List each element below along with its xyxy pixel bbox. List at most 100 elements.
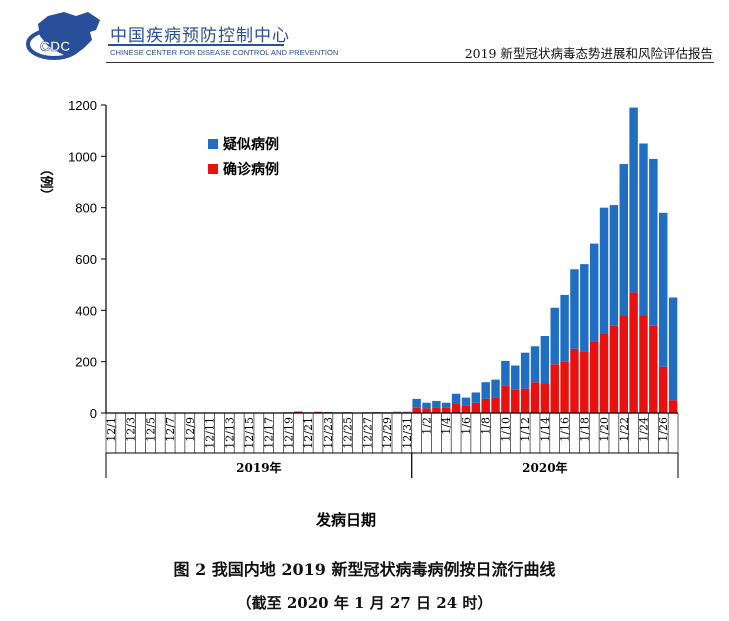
page-header: CDC 中国疾病预防控制中心 CHINESE CENTER FOR DISEAS… [0,0,729,64]
year-label-1: 2020年 [522,460,567,475]
bar-confirmed-1-3 [432,407,441,413]
bar-suspected-1-1 [412,398,421,408]
bar-confirmed-1-10 [501,385,510,413]
x-tick-label-1-20: 1/20 [598,417,611,442]
bar-suspected-1-4 [442,402,451,408]
bar-confirmed-1-19 [589,341,599,413]
figure-caption: 图 2 我国内地 2019 新型冠状病毒病例按日流行曲线 [173,560,556,579]
bar-suspected-1-14 [540,336,550,384]
bar-confirmed-1-12 [520,388,530,413]
header-rule [106,62,714,63]
bar-suspected-1-11 [511,365,520,390]
bars [106,107,678,413]
bar-suspected-12-30 [392,411,402,413]
x-tick-label-12-1: 12/1 [105,417,118,442]
bar-suspected-1-23 [629,107,638,293]
legend-label-1: 确诊病例 [223,161,279,178]
y-tick-label-1000: 1000 [68,149,97,164]
x-tick-labels: 12/1 12/3 12/5 12/7 12/9 12/11 12/13 12/15 12/17… [105,417,670,449]
bar-confirmed-1-4 [442,407,451,413]
bar-confirmed-1-22 [619,315,628,413]
bar-suspected-1-19 [589,243,599,342]
axes [101,104,679,478]
bar-confirmed-1-2 [422,408,431,413]
bar-confirmed-1-8 [481,398,490,413]
bar-suspected-1-13 [530,346,540,383]
legend-swatch-0 [208,139,218,149]
x-tick-label-12-29: 12/29 [381,417,394,449]
x-tick-label-12-3: 12/3 [125,417,138,442]
x-tick-label-1-12: 1/12 [519,417,532,442]
org-underline [108,44,284,46]
bar-suspected-12-23 [323,411,333,413]
x-tick-label-12-17: 12/17 [263,417,276,449]
y-tick-label-800: 800 [75,201,97,216]
y-tick-label-1200: 1200 [68,98,97,113]
x-tick-label-1-22: 1/22 [618,417,631,442]
bar-confirmed-1-27 [668,400,678,413]
x-tick-label-12-19: 12/19 [282,417,295,449]
bar-suspected-1-21 [609,205,619,326]
bar-confirmed-1-15 [550,364,559,413]
bar-confirmed-1-17 [570,348,579,413]
x-tick-label-12-31: 12/31 [401,417,414,449]
logo-text: CDC [40,38,70,54]
x-tick-label-12-9: 12/9 [184,417,197,442]
bar-confirmed-1-25 [649,325,658,413]
y-tick-labels: 0 200 400 600 800 1000 1200 [68,98,97,421]
bar-suspected-1-25 [649,158,658,326]
bar-confirmed-1-26 [658,366,668,413]
legend-label-0: 疑似病例 [223,136,279,153]
x-tick-label-1-10: 1/10 [499,417,512,442]
x-tick-label-12-13: 12/13 [223,417,236,449]
bar-suspected-1-26 [658,212,668,367]
x-tick-label-12-23: 12/23 [322,417,335,449]
bar-suspected-1-10 [501,360,510,386]
bar-suspected-1-5 [451,393,461,405]
figure-subcaption: （截至 2020 年 1 月 27 日 24 时） [236,594,493,612]
bar-suspected-1-7 [471,392,481,403]
bar-confirmed-1-14 [540,383,550,413]
bar-suspected-1-12 [520,352,530,389]
org-name-en: CHINESE CENTER FOR DISEASE CONTROL AND P… [110,48,339,57]
x-tick-label-1-24: 1/24 [637,417,650,442]
bar-confirmed-1-5 [451,404,461,413]
year-label-0: 2019年 [236,460,281,475]
bar-confirmed-1-9 [491,397,500,413]
bar-suspected-12-31 [402,411,412,413]
x-tick-label-1-26: 1/26 [657,417,670,442]
bar-confirmed-1-6 [461,405,471,413]
bar-suspected-1-8 [481,382,490,399]
bar-confirmed-1-24 [639,315,648,413]
x-tick-label-1-14: 1/14 [539,417,552,442]
bar-suspected-1-3 [432,400,441,408]
bar-suspected-12-20 [294,411,303,412]
bar-confirmed-1-11 [511,389,520,413]
x-tick-label-12-25: 12/25 [342,417,355,449]
bar-suspected-1-22 [619,164,628,316]
bar-suspected-1-18 [580,264,589,352]
y-tick-label-400: 400 [75,303,97,318]
org-name-cn: 中国疾病预防控制中心 [110,26,290,46]
x-tick-label-12-7: 12/7 [164,417,177,442]
bar-suspected-1-16 [560,294,569,362]
year-group-labels: 2019年 2020年 [236,460,567,475]
cdc-logo: CDC [26,12,100,60]
x-tick-label-12-5: 12/5 [144,417,157,442]
y-axis-label: （例） [38,162,54,201]
bar-confirmed-1-18 [580,351,589,413]
bar-confirmed-1-13 [530,382,540,413]
x-tick-label-1-4: 1/4 [440,417,453,435]
bar-suspected-1-15 [550,307,559,365]
x-tick-label-12-27: 12/27 [361,417,374,449]
y-tick-label-600: 600 [75,252,97,267]
x-tick-label-12-15: 12/15 [243,417,256,449]
report-title: 2019 新型冠状病毒态势进展和风险评估报告 [464,46,713,61]
bar-suspected-1-2 [422,402,431,409]
bar-confirmed-1-1 [412,407,421,413]
bar-confirmed-1-23 [629,292,638,413]
x-tick-label-1-18: 1/18 [578,417,591,442]
legend-swatch-1 [208,164,218,174]
